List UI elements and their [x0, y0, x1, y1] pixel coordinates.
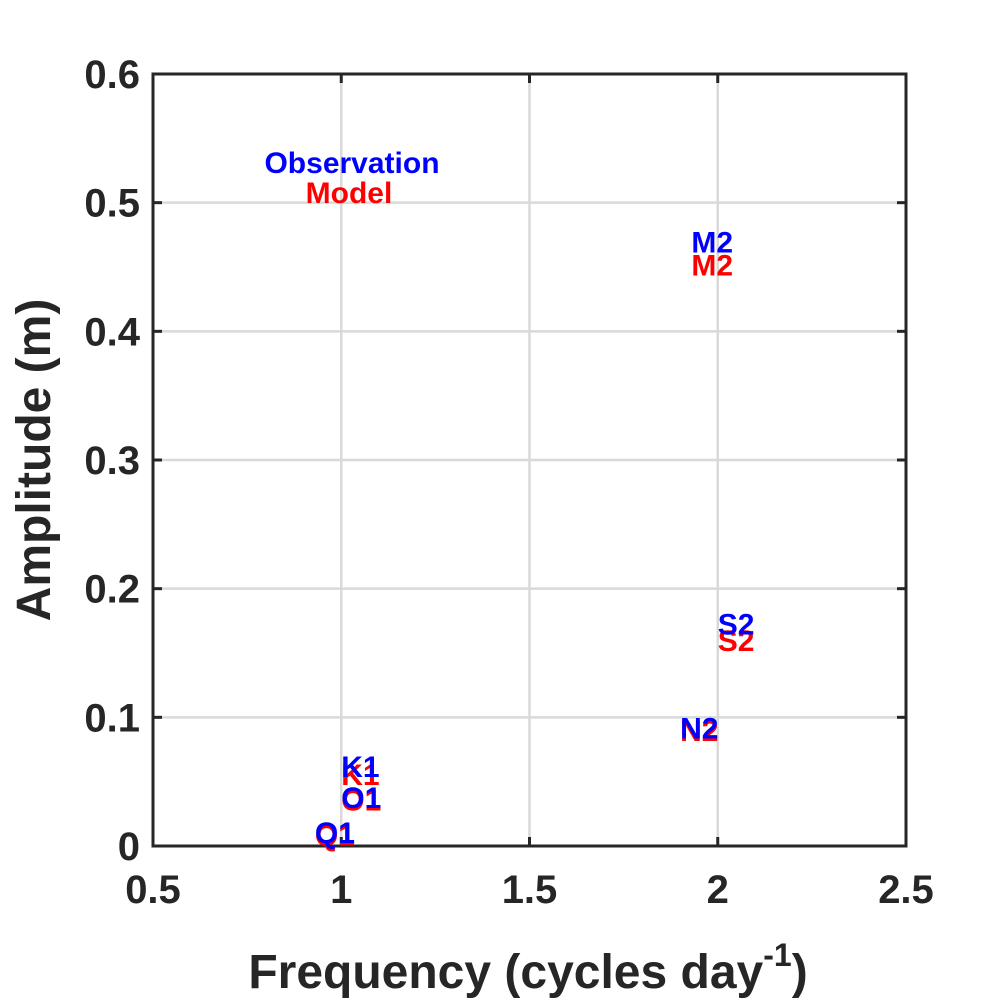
point-label-observation-n2: N2: [680, 713, 718, 746]
point-label-model-k1: K1: [341, 759, 379, 792]
x-tick-label: 2: [707, 868, 729, 912]
x-tick-label: 2.5: [878, 868, 934, 912]
y-tick-label: 0.4: [84, 310, 140, 354]
legend-entry-observation: Observation: [264, 147, 439, 180]
point-label-model-o1: O1: [341, 785, 381, 818]
point-label-observation-s2: S2: [718, 608, 755, 641]
point-label-model-n2: N2: [680, 715, 718, 748]
y-tick-label: 0.2: [84, 568, 140, 612]
point-label-observation-m2: M2: [691, 226, 733, 259]
y-axis-label: Amplitude (m): [8, 299, 61, 622]
y-tick-labels: 0 0.1 0.2 0.3 0.4 0.5 0.6: [84, 53, 140, 869]
x-axis-label-main: Frequency (cycles day: [248, 946, 763, 999]
y-tick-label: 0.5: [84, 182, 140, 226]
point-label-observation-o1: O1: [341, 782, 381, 815]
x-axis-label-suffix: ): [792, 946, 808, 999]
legend-entry-model: Model: [306, 177, 393, 210]
x-tick-label: 1.5: [502, 868, 558, 912]
point-label-model-m2: M2: [691, 249, 733, 282]
x-tick-label: 1: [330, 868, 352, 912]
y-tick-label: 0.3: [84, 439, 140, 483]
x-tick-label: 0.5: [125, 868, 181, 912]
x-axis-label: Frequency (cycles day-1): [248, 937, 807, 999]
x-tick-labels: 0.5 1 1.5 2 2.5: [125, 868, 934, 912]
ticks: [151, 72, 908, 848]
y-tick-label: 0.6: [84, 53, 140, 97]
point-label-observation-q1: Q1: [315, 817, 355, 850]
point-label-observation-k1: K1: [341, 751, 379, 784]
point-label-model-q1: Q1: [315, 819, 355, 852]
point-label-model-s2: S2: [718, 625, 755, 658]
x-axis-label-superscript: -1: [763, 937, 791, 973]
y-tick-label: 0: [118, 825, 140, 869]
y-tick-label: 0.1: [84, 696, 140, 740]
grid: [151, 72, 908, 848]
